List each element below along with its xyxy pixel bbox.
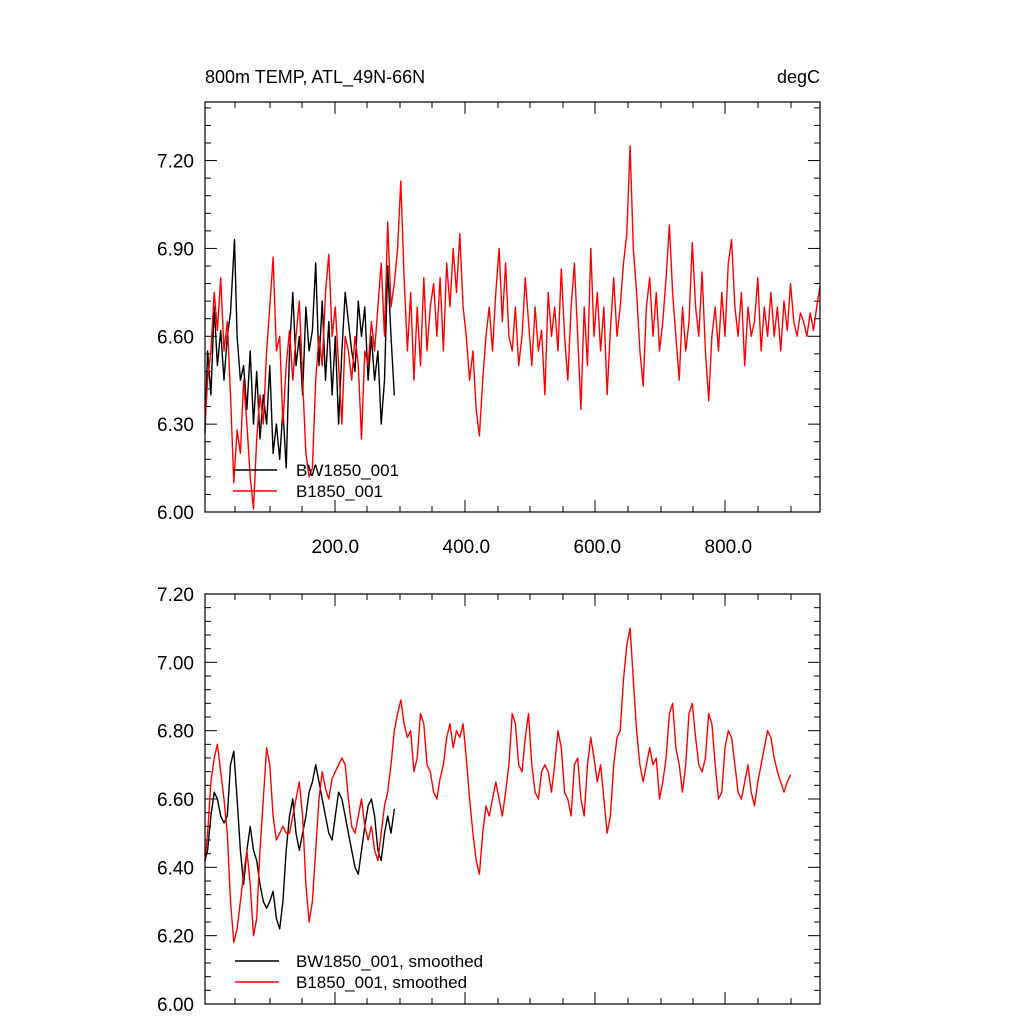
axis-ticks xyxy=(205,593,820,1005)
x-tick-label: 600.0 xyxy=(574,537,622,558)
series-line-b1850-001-smoothed xyxy=(204,627,792,944)
x-tick-label: 800.0 xyxy=(705,537,753,558)
y-tick-label: 6.40 xyxy=(157,858,194,879)
y-tick-label: 6.20 xyxy=(157,927,194,948)
top-panel: 800m TEMP, ATL_49N-66N degC 6.00 6.30 6.60… xyxy=(157,67,821,558)
x-axis-labels: 200.0 400.0 600.0 800.0 xyxy=(312,537,753,558)
plot-lines xyxy=(204,145,821,510)
y-tick-label: 6.60 xyxy=(157,327,194,348)
y-tick-label: 6.00 xyxy=(157,503,194,524)
y-tick-label: 7.00 xyxy=(157,653,194,674)
bottom-panel: 6.00 6.20 6.40 6.60 6.80 7.00 7.20 BW1850_001,… xyxy=(157,585,821,1016)
y-tick-label: 7.20 xyxy=(157,152,194,173)
y-tick-label: 6.30 xyxy=(157,415,194,436)
y-tick-label: 6.80 xyxy=(157,722,194,743)
series-line-b1850-001 xyxy=(204,145,821,510)
legend-label-bw1850-001-smoothed: BW1850_001, smoothed xyxy=(296,952,483,971)
legend: BW1850_001, smoothed B1850_001, smoothed xyxy=(235,952,483,992)
y-tick-label: 6.60 xyxy=(157,790,194,811)
y-tick-label: 6.00 xyxy=(157,995,194,1016)
y-tick-label: 6.90 xyxy=(157,239,194,260)
x-tick-label: 200.0 xyxy=(312,537,360,558)
series-line-bw1850-001-smoothed xyxy=(204,750,395,930)
legend: BW1850_001 B1850_001 xyxy=(233,461,399,501)
legend-label-b1850-001-smoothed: B1850_001, smoothed xyxy=(296,973,467,992)
units-label: degC xyxy=(777,67,820,87)
x-tick-label: 400.0 xyxy=(443,537,491,558)
plot-lines xyxy=(204,627,792,944)
plot-frame xyxy=(204,593,821,1005)
axis-ticks xyxy=(205,102,820,513)
chart-title: 800m TEMP, ATL_49N-66N xyxy=(205,67,425,88)
y-tick-label: 7.20 xyxy=(157,585,194,606)
y-axis-labels: 6.00 6.30 6.60 6.90 7.20 xyxy=(157,152,194,524)
y-axis-labels: 6.00 6.20 6.40 6.60 6.80 7.00 7.20 xyxy=(157,585,194,1016)
plot-frame xyxy=(204,101,821,513)
series-line-bw1850-001 xyxy=(204,238,395,469)
legend-label-bw1850-001: BW1850_001 xyxy=(296,461,399,480)
legend-label-b1850-001: B1850_001 xyxy=(296,482,383,501)
